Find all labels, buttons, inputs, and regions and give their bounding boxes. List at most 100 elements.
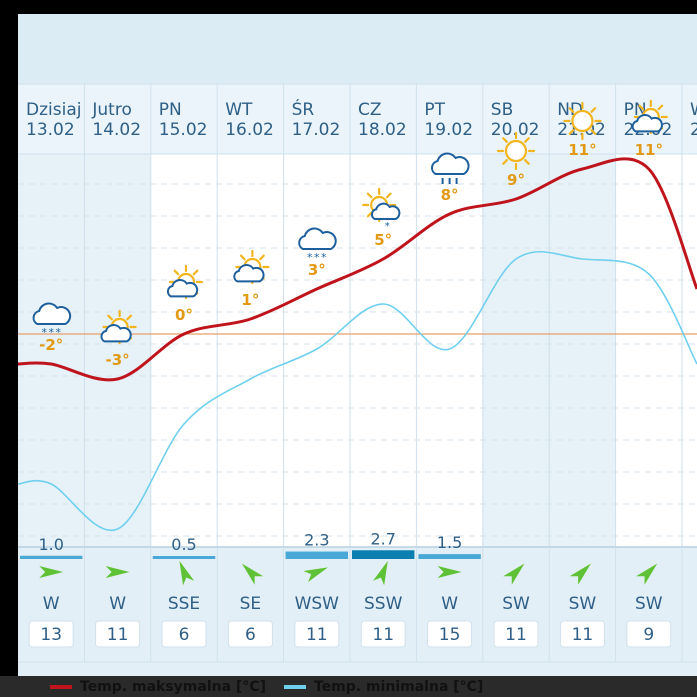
max-temp-label: 3° bbox=[308, 261, 326, 279]
day-name: SB bbox=[491, 100, 513, 120]
wind-speed-box bbox=[427, 620, 473, 648]
wind-speed-box bbox=[28, 620, 74, 648]
legend-max-label: Temp. maksymalna [°C] bbox=[80, 678, 266, 695]
sun-cloud-icon bbox=[631, 99, 668, 135]
cloud-rain-icon bbox=[431, 152, 470, 184]
precip-label: 2.3 bbox=[304, 531, 329, 550]
wind-speed: 11 bbox=[572, 625, 594, 645]
max-temp-label: 5° bbox=[374, 231, 392, 249]
sun-cloud-snow-icon: * bbox=[362, 187, 401, 232]
precip-bar bbox=[20, 555, 83, 559]
wind-direction: W bbox=[43, 594, 60, 614]
max-temp-line bbox=[18, 157, 697, 382]
day-date: 14.02 bbox=[92, 120, 141, 140]
day-date: 19.02 bbox=[424, 120, 473, 140]
cloud-snow-icon: * * * bbox=[298, 227, 337, 264]
wind-speed: 11 bbox=[107, 625, 129, 645]
wind-direction: SE bbox=[240, 594, 262, 614]
day-name: WT bbox=[225, 100, 253, 120]
svg-text:*: * bbox=[55, 326, 61, 339]
max-temp-label: 0° bbox=[175, 306, 193, 324]
wind-speed-box bbox=[227, 620, 273, 648]
precip-bar bbox=[152, 556, 216, 559]
wind-direction: WSW bbox=[295, 594, 340, 614]
max-temp-label: 11° bbox=[635, 141, 663, 159]
sun-icon bbox=[496, 131, 536, 171]
wind-arrow-icon bbox=[569, 563, 591, 585]
wind-speed-box bbox=[626, 620, 672, 648]
precip-bar bbox=[418, 554, 481, 559]
wind-speed-box bbox=[493, 620, 539, 648]
precip-bar bbox=[285, 551, 348, 559]
wind-speed-box bbox=[161, 620, 207, 648]
legend-min: Temp. minimalna [°C] bbox=[284, 679, 483, 695]
wind-speed: 11 bbox=[505, 625, 527, 645]
day-date: 20.02 bbox=[491, 120, 540, 140]
day-name: PN bbox=[159, 100, 182, 120]
max-temp-label: 9° bbox=[507, 171, 525, 189]
svg-text:*: * bbox=[41, 326, 47, 339]
day-date: 17.02 bbox=[292, 120, 341, 140]
max-temp-label: 1° bbox=[241, 291, 259, 309]
wind-direction: W bbox=[109, 594, 126, 614]
max-temp-label: -2° bbox=[39, 336, 63, 354]
day-date-partial: 2 bbox=[690, 120, 697, 140]
sun-cloud-icon bbox=[166, 264, 204, 300]
wind-direction: SSE bbox=[168, 594, 200, 614]
wind-speed: 6 bbox=[245, 625, 256, 645]
day-name: Dzisiaj bbox=[26, 100, 81, 120]
wind-speed: 11 bbox=[372, 625, 394, 645]
wind-arrow-icon bbox=[241, 563, 264, 585]
precip-label: 1.0 bbox=[38, 535, 63, 554]
max-temp-label: 8° bbox=[441, 186, 459, 204]
forecast-panel: Dzisiaj 13.02 Jutro 14.02 PN 15.02 WT 16.02 ŚR 17… bbox=[18, 14, 697, 697]
legend: Temp. maksymalna [°C] Temp. minimalna [°… bbox=[0, 676, 697, 697]
wind-arrow-icon bbox=[437, 566, 462, 578]
svg-text:*: * bbox=[385, 221, 390, 232]
sun-icon bbox=[563, 101, 602, 141]
day-name-partial: W bbox=[690, 100, 697, 120]
wind-speed-box bbox=[559, 620, 605, 648]
day-date: 15.02 bbox=[159, 120, 208, 140]
day-date: 18.02 bbox=[358, 120, 407, 140]
svg-text:*: * bbox=[321, 251, 327, 264]
wind-direction: W bbox=[441, 594, 458, 614]
svg-text:*: * bbox=[48, 326, 54, 339]
svg-text:*: * bbox=[314, 251, 320, 264]
day-date: 13.02 bbox=[26, 120, 75, 140]
svg-text:*: * bbox=[307, 251, 313, 264]
legend-max: Temp. maksymalna [°C] bbox=[50, 679, 266, 695]
day-name: ŚR bbox=[292, 98, 315, 120]
wind-arrow-icon bbox=[636, 563, 658, 585]
wind-direction: SW bbox=[502, 594, 530, 614]
max-temp-label: -3° bbox=[106, 351, 130, 369]
wind-direction: SW bbox=[569, 594, 597, 614]
wind-arrow-icon bbox=[105, 566, 130, 578]
day-name: CZ bbox=[358, 100, 382, 120]
sun-cloud-icon bbox=[233, 249, 270, 285]
wind-speed: 11 bbox=[306, 625, 328, 645]
wind-speed-box bbox=[95, 620, 141, 648]
wind-direction: SW bbox=[635, 594, 663, 614]
precip-label: 1.5 bbox=[437, 533, 462, 552]
min-temp-line bbox=[18, 250, 697, 532]
wind-arrow-icon bbox=[503, 563, 525, 585]
sun-cloud-icon bbox=[100, 309, 137, 345]
precip-bar bbox=[352, 550, 415, 559]
legend-min-label: Temp. minimalna [°C] bbox=[314, 678, 484, 695]
wind-direction: SSW bbox=[364, 594, 403, 614]
max-temp-label: 11° bbox=[568, 141, 596, 159]
cloud-snow-icon: * * * bbox=[32, 302, 72, 339]
wind-speed-box bbox=[294, 620, 340, 648]
precip-label: 0.5 bbox=[171, 535, 196, 554]
wind-arrow-icon bbox=[39, 566, 64, 578]
day-name: Jutro bbox=[91, 100, 131, 120]
wind-speed-box bbox=[360, 620, 406, 648]
wind-speed: 15 bbox=[439, 625, 461, 645]
wind-speed: 9 bbox=[643, 625, 654, 645]
day-name: PT bbox=[424, 100, 445, 120]
precip-label: 2.7 bbox=[370, 529, 395, 548]
wind-speed: 6 bbox=[179, 625, 190, 645]
wind-speed: 13 bbox=[40, 625, 62, 645]
